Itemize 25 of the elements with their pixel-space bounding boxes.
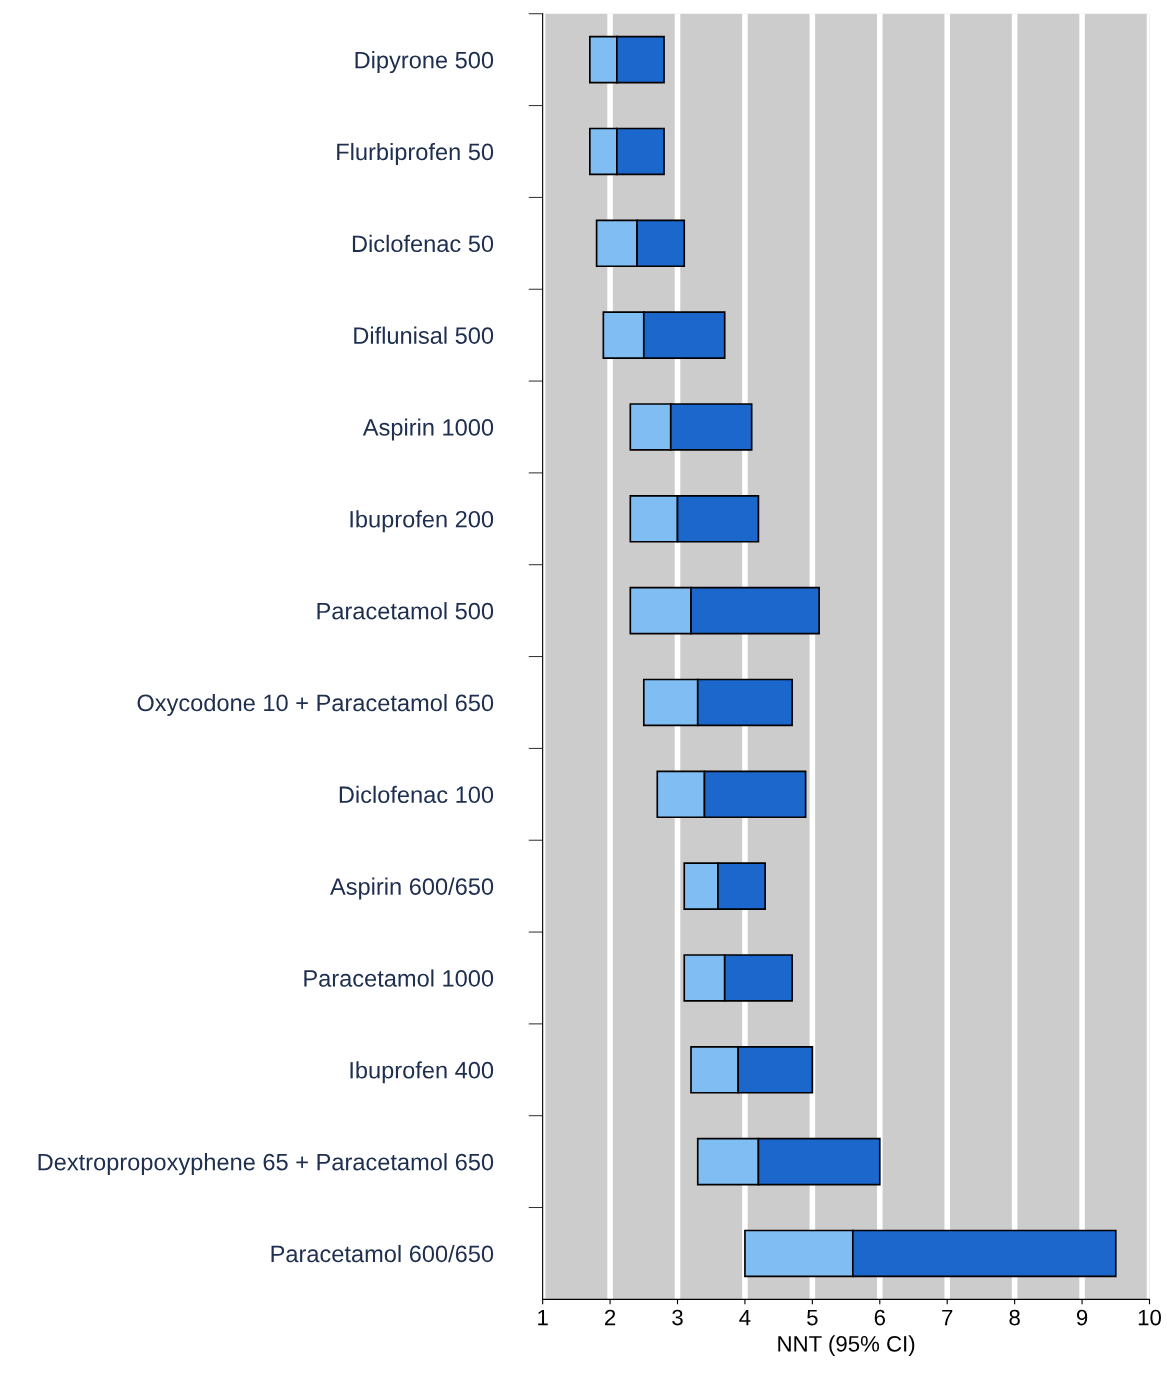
x-axis-title: NNT (95% CI) bbox=[778, 1335, 915, 1357]
y-tick-label: Oxycodone 10 + Paracetamol 650 bbox=[137, 693, 494, 716]
x-tick-label: 10 bbox=[1138, 1309, 1161, 1326]
x-tick-label: 3 bbox=[672, 1309, 683, 1326]
y-tick-label: Diflunisal 500 bbox=[354, 326, 494, 344]
x-tick-label: 2 bbox=[605, 1309, 616, 1326]
x-tick-label: 7 bbox=[942, 1309, 953, 1326]
y-tick-label: Aspirin 1000 bbox=[362, 418, 494, 441]
x-tick-label: 1 bbox=[538, 1309, 548, 1326]
y-tick-label: Paracetamol 500 bbox=[317, 602, 494, 620]
y-tick-label: Diclofenac 100 bbox=[339, 785, 494, 804]
y-tick-label: Ibuprofen 400 bbox=[350, 1061, 494, 1084]
y-tick-label: Ibuprofen 200 bbox=[350, 510, 494, 533]
y-tick-label: Dextropropoxyphene 65 + Paracetamol 650 bbox=[38, 1153, 494, 1176]
x-tick-label: 5 bbox=[807, 1309, 818, 1326]
y-tick-label: Paracetamol 1000 bbox=[304, 969, 494, 987]
x-tick-label: 9 bbox=[1076, 1309, 1088, 1326]
y-tick-label: Diclofenac 50 bbox=[352, 234, 494, 253]
y-tick-label: Paracetamol 600/650 bbox=[271, 1244, 494, 1263]
y-tick-label: Dipyrone 500 bbox=[355, 51, 494, 74]
y-tick-label: Aspirin 600/650 bbox=[330, 877, 494, 900]
x-tick-label: 8 bbox=[1009, 1309, 1020, 1326]
x-tick-label: 4 bbox=[739, 1309, 751, 1326]
x-tick-label: 6 bbox=[874, 1309, 885, 1326]
y-tick-label: Flurbiprofen 50 bbox=[337, 142, 494, 165]
